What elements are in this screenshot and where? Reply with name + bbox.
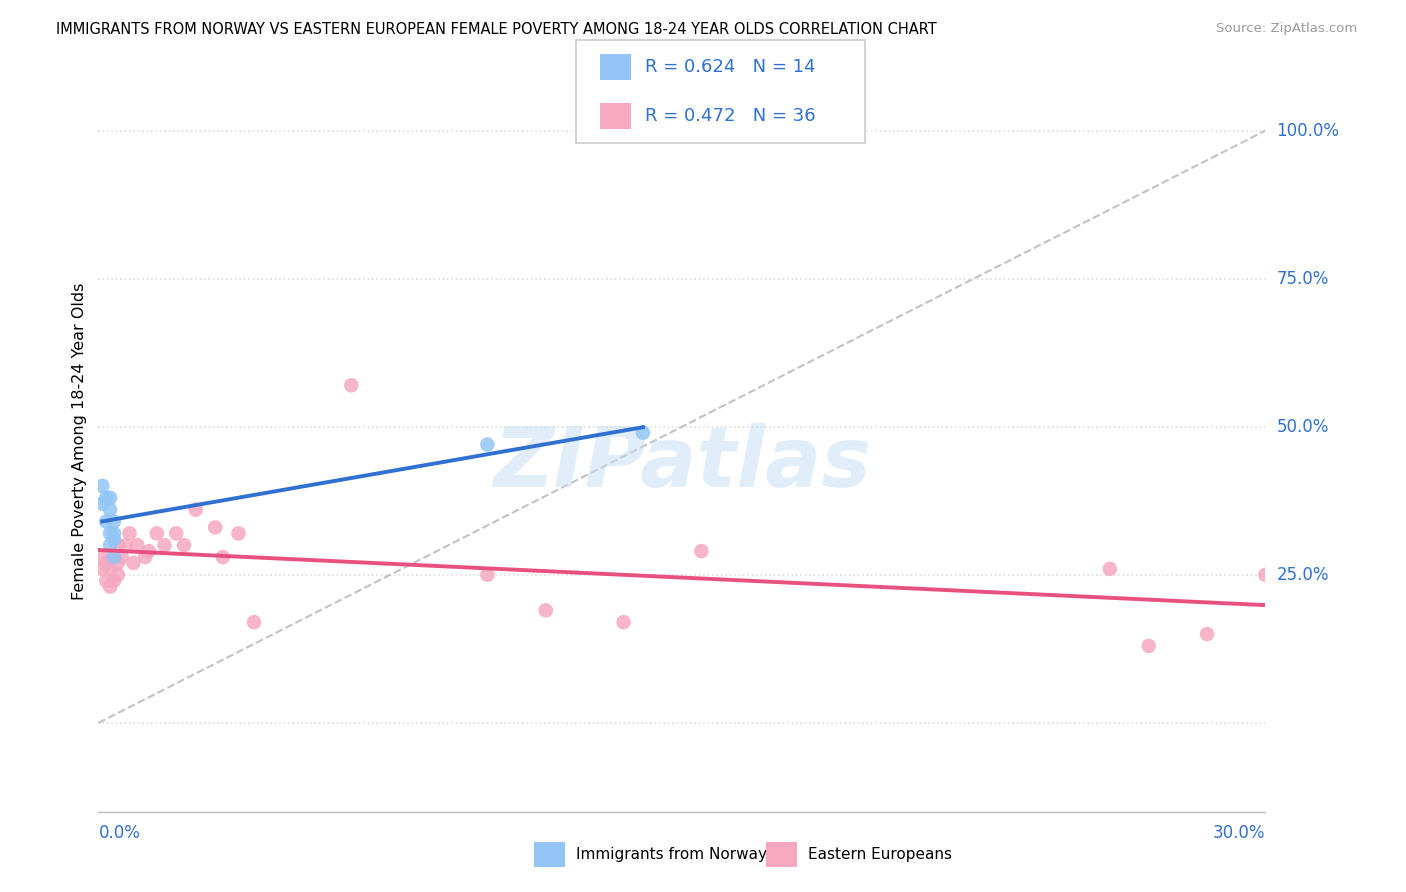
Point bbox=[98, 580, 121, 594]
Point bbox=[96, 574, 118, 588]
Point bbox=[184, 502, 207, 516]
Point bbox=[98, 491, 121, 505]
Point bbox=[146, 526, 169, 541]
Point bbox=[96, 515, 118, 529]
Text: 0.0%: 0.0% bbox=[98, 823, 141, 841]
Point bbox=[1195, 627, 1218, 641]
Point bbox=[127, 538, 149, 552]
Point bbox=[138, 544, 160, 558]
Point bbox=[103, 533, 125, 547]
Point bbox=[91, 479, 114, 493]
Point bbox=[212, 549, 235, 564]
Point bbox=[103, 526, 125, 541]
Point bbox=[107, 567, 129, 582]
Point bbox=[103, 549, 125, 564]
Text: Immigrants from Norway: Immigrants from Norway bbox=[576, 847, 768, 862]
Point bbox=[153, 538, 176, 552]
Point bbox=[631, 425, 654, 440]
Text: ZIPatlas: ZIPatlas bbox=[494, 423, 870, 504]
Point bbox=[165, 526, 187, 541]
Point bbox=[98, 526, 121, 541]
Point bbox=[228, 526, 250, 541]
Text: 30.0%: 30.0% bbox=[1213, 823, 1265, 841]
Point bbox=[613, 615, 636, 630]
Point bbox=[96, 491, 118, 505]
Text: 25.0%: 25.0% bbox=[1277, 566, 1329, 583]
Point bbox=[173, 538, 195, 552]
Point bbox=[243, 615, 266, 630]
Y-axis label: Female Poverty Among 18-24 Year Olds: Female Poverty Among 18-24 Year Olds bbox=[72, 283, 87, 600]
Point bbox=[91, 549, 114, 564]
Point bbox=[534, 603, 557, 617]
Point bbox=[134, 549, 156, 564]
Point bbox=[114, 538, 136, 552]
Point bbox=[98, 538, 121, 552]
Text: IMMIGRANTS FROM NORWAY VS EASTERN EUROPEAN FEMALE POVERTY AMONG 18-24 YEAR OLDS : IMMIGRANTS FROM NORWAY VS EASTERN EUROPE… bbox=[56, 22, 936, 37]
Point bbox=[96, 556, 118, 570]
Point bbox=[690, 544, 713, 558]
Point bbox=[107, 538, 129, 552]
Point bbox=[477, 567, 499, 582]
Point bbox=[1098, 562, 1121, 576]
Point bbox=[340, 378, 363, 392]
Text: R = 0.624   N = 14: R = 0.624 N = 14 bbox=[645, 58, 815, 76]
Point bbox=[103, 549, 125, 564]
Point bbox=[204, 520, 226, 534]
Point bbox=[107, 556, 129, 570]
Text: Source: ZipAtlas.com: Source: ZipAtlas.com bbox=[1216, 22, 1357, 36]
Point bbox=[118, 526, 141, 541]
Point bbox=[1137, 639, 1160, 653]
Point bbox=[103, 574, 125, 588]
Point bbox=[103, 515, 125, 529]
Point bbox=[1254, 567, 1277, 582]
Point bbox=[98, 502, 121, 516]
Point bbox=[91, 497, 114, 511]
Point bbox=[98, 562, 121, 576]
Text: Eastern Europeans: Eastern Europeans bbox=[808, 847, 952, 862]
Point bbox=[477, 437, 499, 451]
Point bbox=[111, 549, 134, 564]
Text: 50.0%: 50.0% bbox=[1277, 417, 1329, 435]
Point bbox=[91, 562, 114, 576]
Text: R = 0.472   N = 36: R = 0.472 N = 36 bbox=[645, 107, 815, 125]
Text: 100.0%: 100.0% bbox=[1277, 121, 1340, 139]
Point bbox=[122, 556, 145, 570]
Text: 75.0%: 75.0% bbox=[1277, 269, 1329, 287]
